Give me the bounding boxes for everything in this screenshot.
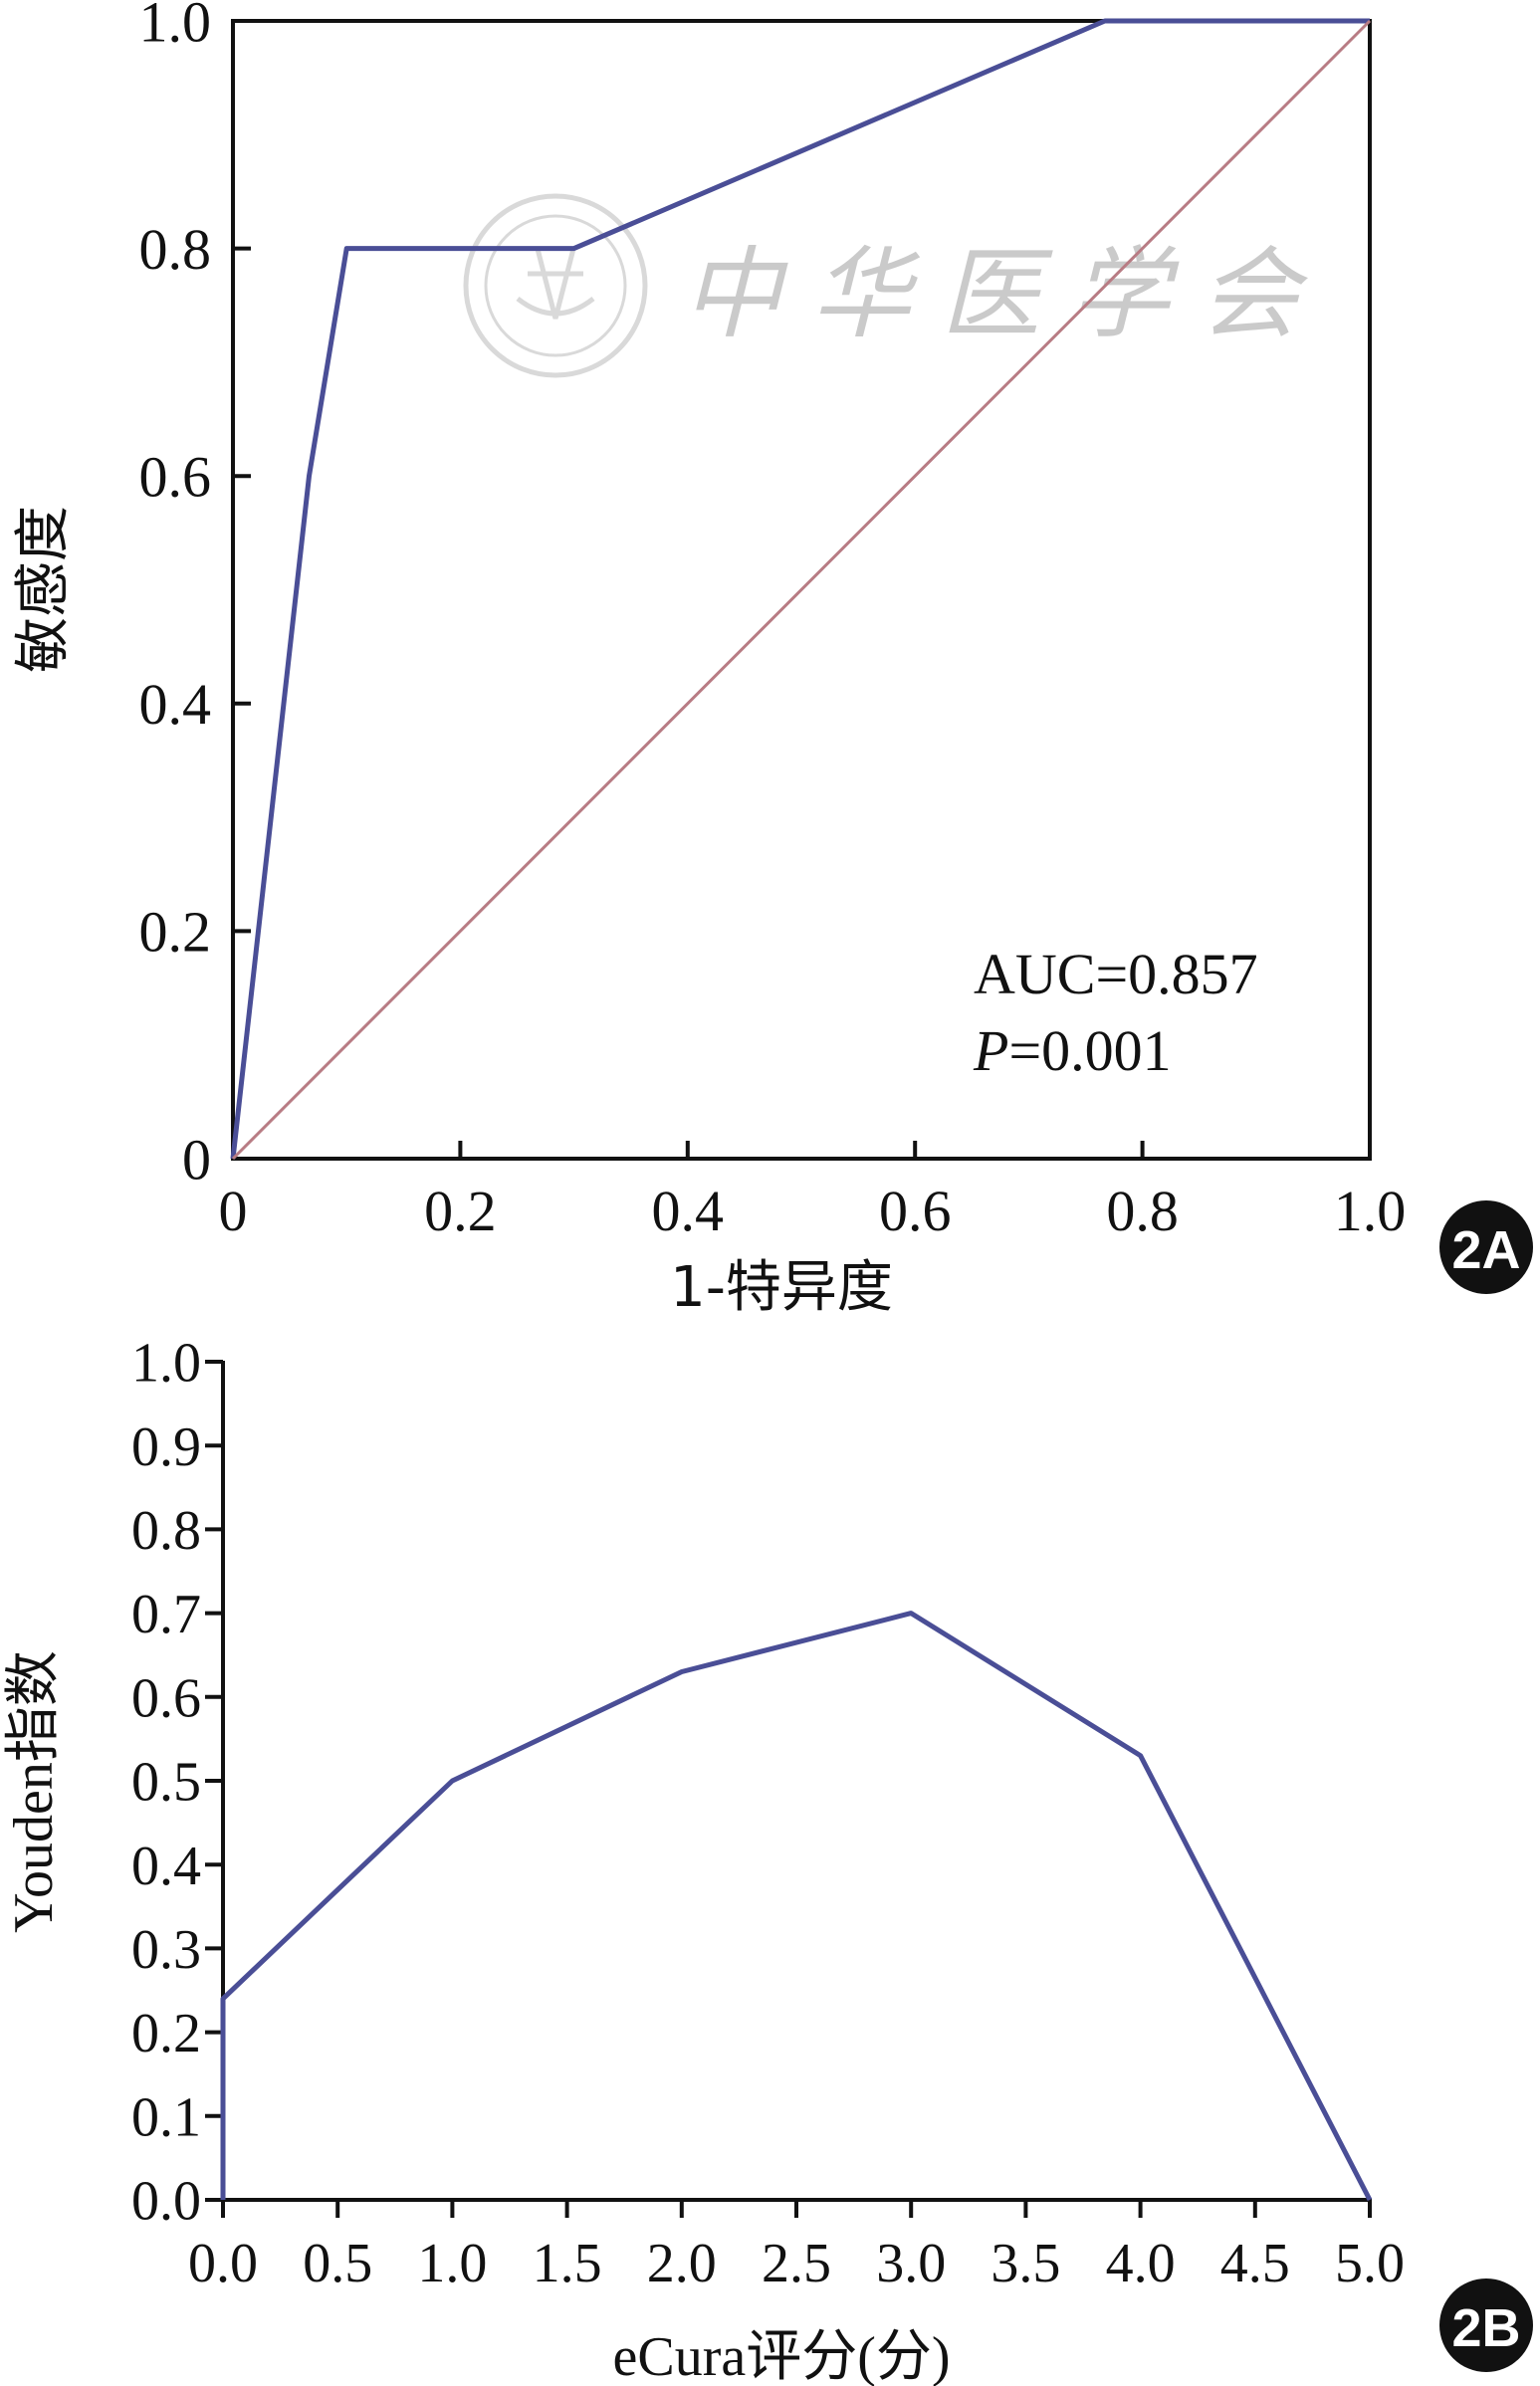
panel-a-plot-frame xyxy=(231,19,1372,1161)
panel-a-p-annotation: P=0.001 xyxy=(973,1018,1172,1083)
panel-a-series xyxy=(230,18,1372,1161)
y-tick-label: 0.0 xyxy=(131,2171,201,2233)
x-tick-label: 0.2 xyxy=(424,1179,497,1243)
y-tick-label: 1.0 xyxy=(131,1333,201,1395)
y-tick-label: 0.9 xyxy=(131,1416,201,1478)
series-line-2 xyxy=(231,19,1372,1161)
series-line-1 xyxy=(220,1611,1373,2202)
x-tick-label: 1.0 xyxy=(417,2233,487,2294)
panel-b-series xyxy=(220,1611,1373,2202)
y-tick-label: 0.3 xyxy=(131,1919,201,1981)
panel-b-x-axis-label: eCura评分(分) xyxy=(612,2326,950,2386)
y-tick-label: 0 xyxy=(182,1127,211,1192)
y-tick-label: 0.4 xyxy=(131,1836,201,1897)
x-tick-label: 3.5 xyxy=(990,2233,1060,2294)
y-tick-label: 1.0 xyxy=(139,0,212,54)
panel-a-y-axis-label: 敏感度 xyxy=(11,506,76,673)
x-tick-label: 4.0 xyxy=(1106,2233,1176,2294)
panel-a-badge-label: 2A xyxy=(1451,1220,1520,1280)
panel-b-badge-label: 2B xyxy=(1451,2298,1520,2358)
y-tick-label: 0.8 xyxy=(139,217,212,282)
panel-a: 中华医学会 0 0.2 0.4 0.6 0.8 1.0 00.20.40.60.81.0 … xyxy=(11,0,1533,1320)
y-tick-label: 0.1 xyxy=(131,2086,201,2148)
x-tick-label: 1.0 xyxy=(1334,1179,1407,1243)
y-tick-label: 0.4 xyxy=(139,672,212,737)
y-tick-label: 0.5 xyxy=(131,1752,201,1814)
x-tick-label: 4.5 xyxy=(1220,2233,1290,2294)
series-line-1 xyxy=(230,18,1370,1160)
y-tick-label: 0.6 xyxy=(139,445,212,510)
panel-b-y-axis-label: Youden指数 xyxy=(3,1650,65,1933)
y-tick-label: 0.2 xyxy=(131,2003,201,2064)
panel-a-x-axis-label: 1-特异度 xyxy=(670,1255,893,1320)
watermark-seal-icon xyxy=(463,193,648,378)
panel-a-auc-annotation: AUC=0.857 xyxy=(974,942,1258,1006)
x-tick-label: 0.4 xyxy=(652,1179,725,1243)
x-tick-label: 2.0 xyxy=(647,2233,717,2294)
p-value: =0.001 xyxy=(1008,1018,1171,1083)
watermark-text: 中华医学会 xyxy=(682,236,1329,352)
p-italic: P xyxy=(973,1018,1008,1083)
y-tick-label: 0.8 xyxy=(131,1500,201,1562)
x-tick-label: 0.5 xyxy=(303,2233,372,2294)
panel-b-badge: 2B xyxy=(1439,2278,1533,2372)
x-tick-label: 0.8 xyxy=(1106,1179,1179,1243)
panel-a-y-ticks: 0 0.2 0.4 0.6 0.8 1.0 xyxy=(139,0,251,1192)
panel-b-y-ticks: 0.0 0.1 0.2 0.3 0.4 0.5 0.6 0.7 0.8 0.9 1.0 xyxy=(131,1333,223,2233)
x-tick-label: 0.6 xyxy=(879,1179,952,1243)
x-tick-label: 3.0 xyxy=(876,2233,946,2294)
x-tick-label: 2.5 xyxy=(762,2233,831,2294)
panel-a-watermark: 中华医学会 xyxy=(463,193,1329,378)
y-tick-label: 0.2 xyxy=(139,900,212,965)
panel-a-badge: 2A xyxy=(1439,1200,1533,1294)
x-tick-label: 1.5 xyxy=(533,2233,602,2294)
y-tick-label: 0.6 xyxy=(131,1667,201,1729)
x-tick-label: 0 xyxy=(219,1179,248,1243)
panel-b: 0.0 0.5 1.0 1.5 2.0 2.5 3.0 3.5 4.0 4.5 5.0 0.0 0.1… xyxy=(3,1333,1533,2386)
y-tick-label: 0.7 xyxy=(131,1584,201,1645)
panel-a-x-ticks: 0 0.2 0.4 0.6 0.8 1.0 xyxy=(219,1141,1407,1243)
x-tick-label: 5.0 xyxy=(1335,2233,1405,2294)
x-tick-label: 0.0 xyxy=(188,2233,258,2294)
panel-b-x-ticks: 0.0 0.5 1.0 1.5 2.0 2.5 3.0 3.5 4.0 4.5 5.0 xyxy=(188,2200,1405,2294)
